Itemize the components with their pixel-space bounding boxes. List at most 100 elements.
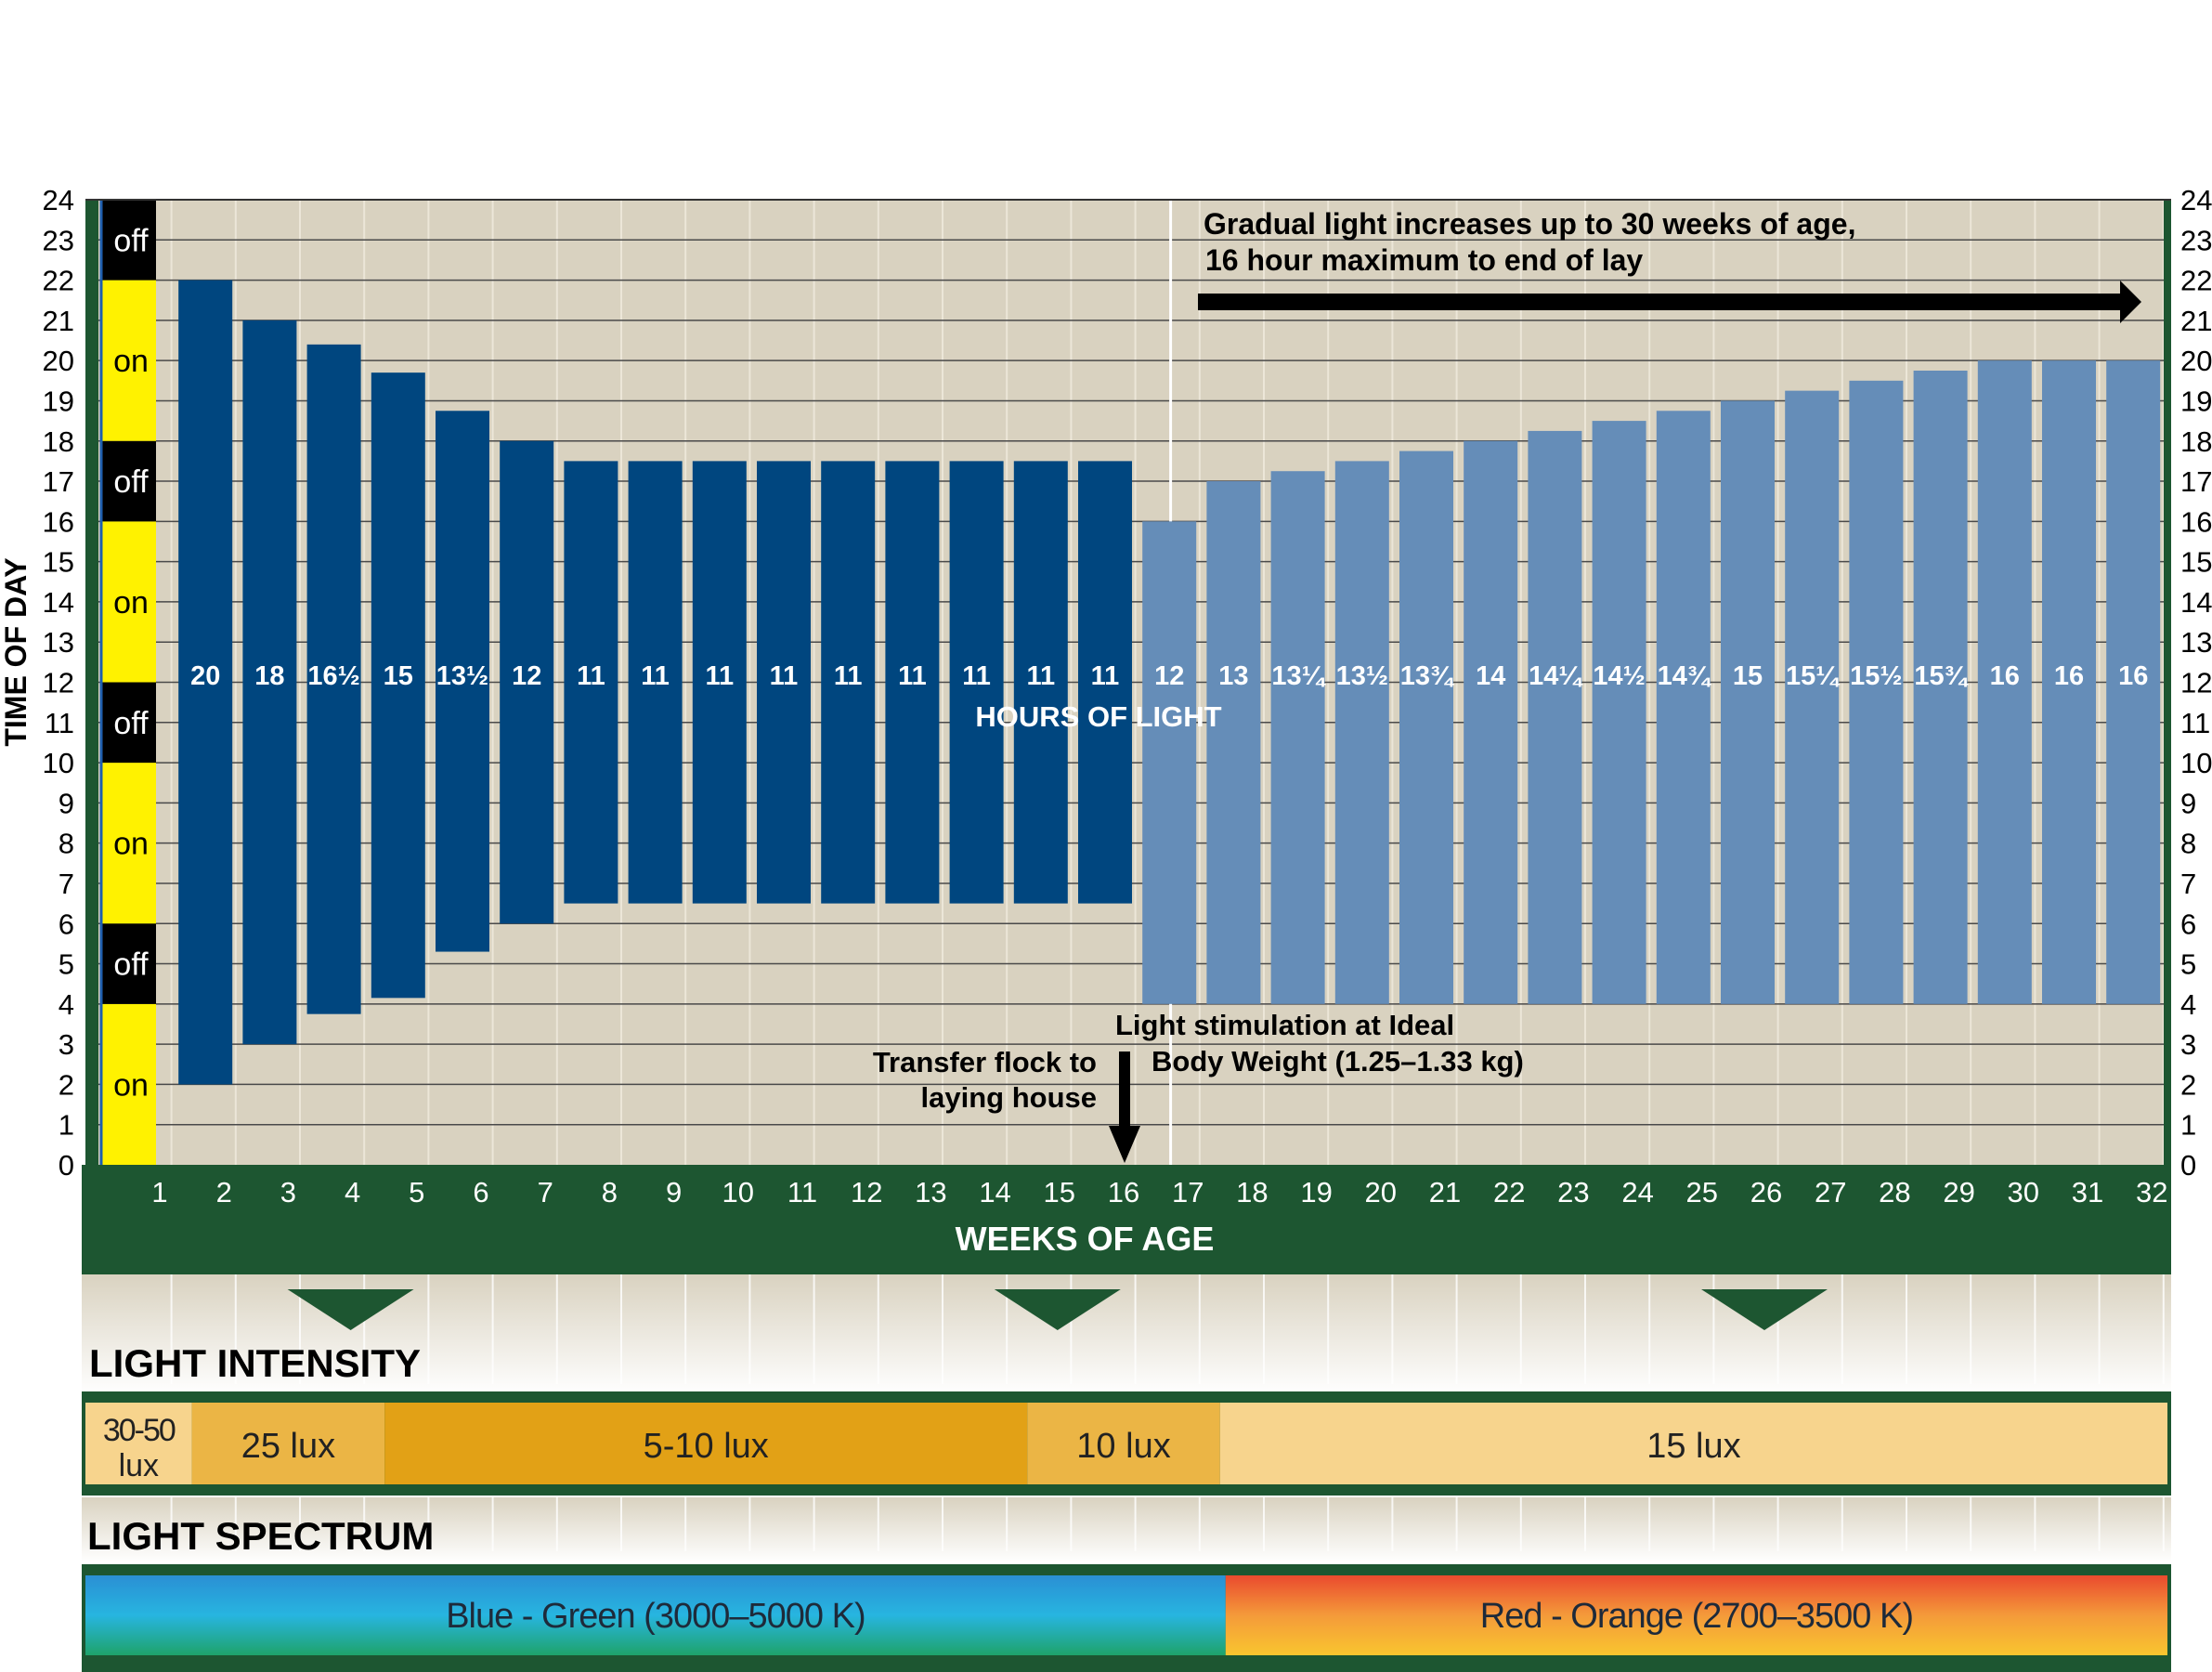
x-tick-label: 6 [473, 1176, 488, 1208]
bar-label-week-12: 11 [834, 661, 863, 691]
x-tick-label: 7 [538, 1176, 553, 1208]
y-tick-right: 1 [2180, 1109, 2196, 1142]
bar-week-24 [1592, 421, 1646, 1004]
bar-week-5 [371, 372, 425, 999]
x-tick-label: 25 [1686, 1176, 1718, 1208]
week1-on-label: on [113, 344, 149, 379]
y-tick-right: 7 [2180, 868, 2196, 900]
bar-week-15 [1013, 461, 1068, 904]
x-tick-label: 9 [666, 1176, 682, 1208]
y-tick-left: 18 [43, 425, 74, 458]
y-tick-right: 9 [2180, 787, 2196, 819]
y-tick-left: 21 [43, 305, 74, 337]
stimulation-note-line2: Body Weight (1.25–1.33 kg) [1152, 1045, 1524, 1078]
bar-week-19 [1270, 471, 1325, 1004]
gradual-arrow [1198, 281, 2141, 323]
week1-off-label: off [113, 223, 149, 258]
x-tick-label: 30 [2008, 1176, 2039, 1208]
bar-label-week-5: 15 [384, 661, 413, 691]
y-tick-right: 13 [2180, 626, 2212, 659]
chart-frame [85, 199, 2171, 1174]
y-tick-right: 20 [2180, 345, 2212, 377]
x-tick-label: 32 [2136, 1176, 2167, 1208]
bar-week-8 [564, 461, 618, 904]
y-tick-right: 3 [2180, 1028, 2196, 1061]
y-tick-right: 23 [2180, 224, 2212, 256]
bar-label-week-16: 11 [1091, 661, 1120, 691]
week1-off-label: off [113, 464, 149, 500]
x-tick-label: 1 [151, 1176, 167, 1208]
bar-week-11 [757, 461, 811, 904]
x-tick-label: 20 [1365, 1176, 1397, 1208]
bar-label-week-31: 16 [2054, 661, 2084, 691]
bar-label-week-23: 14¼ [1529, 661, 1583, 691]
week1-off-label: off [113, 706, 149, 741]
x-tick-label: 14 [979, 1176, 1010, 1208]
x-axis-label: WEEKS OF AGE [956, 1220, 1215, 1258]
x-tick-label: 8 [602, 1176, 618, 1208]
spectrum-label: Blue - Green (3000–5000 K) [446, 1597, 865, 1636]
bar-label-week-9: 11 [641, 661, 670, 691]
y-tick-right: 5 [2180, 948, 2196, 981]
bar-labels: 20 18 16½ 15 13½ 12 11 11 11 11 11 11 11 11 11 12 13 13¼ 1… [190, 661, 2148, 691]
y-tick-left: 24 [43, 184, 74, 216]
x-axis-ticks: 1 2 3 4 5 6 7 8 9 10 11 12 13 14 15 16 17 18 19 20 21 22 23 24 2… [151, 1176, 2167, 1208]
bar-week-14 [949, 461, 1004, 904]
transfer-note-line1: Transfer flock to [873, 1046, 1097, 1078]
bar-label-week-10: 11 [705, 661, 734, 691]
y-tick-right: 15 [2180, 546, 2212, 579]
y-tick-left: 23 [43, 224, 74, 256]
y-tick-right: 10 [2180, 747, 2212, 779]
x-tick-label: 11 [787, 1176, 817, 1208]
week1-off-segment [102, 923, 156, 1004]
bar-week-18 [1206, 481, 1261, 1004]
bar-week-17 [1142, 521, 1197, 1004]
bar-week-9 [628, 461, 683, 904]
bar-week-12 [821, 461, 876, 904]
down-arrow [1701, 1289, 1828, 1330]
bar-label-week-13: 11 [898, 661, 927, 691]
y-tick-left: 22 [43, 265, 74, 297]
week1-on-label: on [113, 585, 149, 620]
week1-off-segment [102, 682, 156, 764]
week1-on-segment [102, 763, 156, 924]
y-tick-left: 4 [59, 988, 74, 1021]
x-tick-label: 26 [1750, 1176, 1782, 1208]
spectrum-segment [85, 1575, 1226, 1655]
left-frame [85, 200, 98, 1174]
x-axis-band-fill [82, 1165, 2171, 1274]
y-tick-left: 11 [45, 707, 74, 739]
bar-label-week-26: 15 [1733, 661, 1763, 691]
spectrum-label: Red - Orange (2700–3500 K) [1480, 1597, 1913, 1636]
bar-week-10 [692, 461, 747, 904]
x-tick-label: 17 [1172, 1176, 1204, 1208]
bar-week-23 [1528, 430, 1582, 1004]
y-axis-label: TIME OF DAY [0, 557, 33, 746]
x-tick-label: 2 [216, 1176, 232, 1208]
bar-label-week-2: 20 [190, 661, 220, 691]
bar-label-week-6: 13½ [436, 661, 488, 691]
x-tick-label: 22 [1493, 1176, 1525, 1208]
bar-week-7 [500, 440, 554, 924]
intensity-label: 15 lux [1646, 1427, 1740, 1466]
light-intensity-title: LIGHT INTENSITY [89, 1341, 421, 1385]
intensity-label: 30-50 [103, 1413, 176, 1448]
y-tick-right: 12 [2180, 667, 2212, 699]
y-tick-left: 16 [43, 505, 74, 538]
week1-on-segment [102, 521, 156, 683]
y-tick-right: 0 [2180, 1149, 2196, 1182]
week1-on-label: on [113, 827, 149, 862]
y-tick-right: 17 [2180, 465, 2212, 498]
y-tick-left: 2 [59, 1068, 74, 1101]
week1-light-schedule: on off on off on off on off [99, 200, 156, 1165]
bar-label-week-4: 16½ [307, 661, 359, 691]
bar-label-week-25: 14¾ [1658, 661, 1712, 691]
x-tick-label: 29 [1943, 1176, 1974, 1208]
intensity-label: 25 lux [241, 1427, 335, 1466]
intensity-segment [85, 1403, 192, 1484]
light-spectrum-bar: Blue - Green (3000–5000 K) Red - Orange (… [82, 1564, 2171, 1672]
intensity-label: lux [119, 1448, 159, 1483]
spectrum-segment [1225, 1575, 2167, 1655]
bar-label-week-20: 13½ [1336, 661, 1388, 691]
x-tick-label: 28 [1879, 1176, 1910, 1208]
